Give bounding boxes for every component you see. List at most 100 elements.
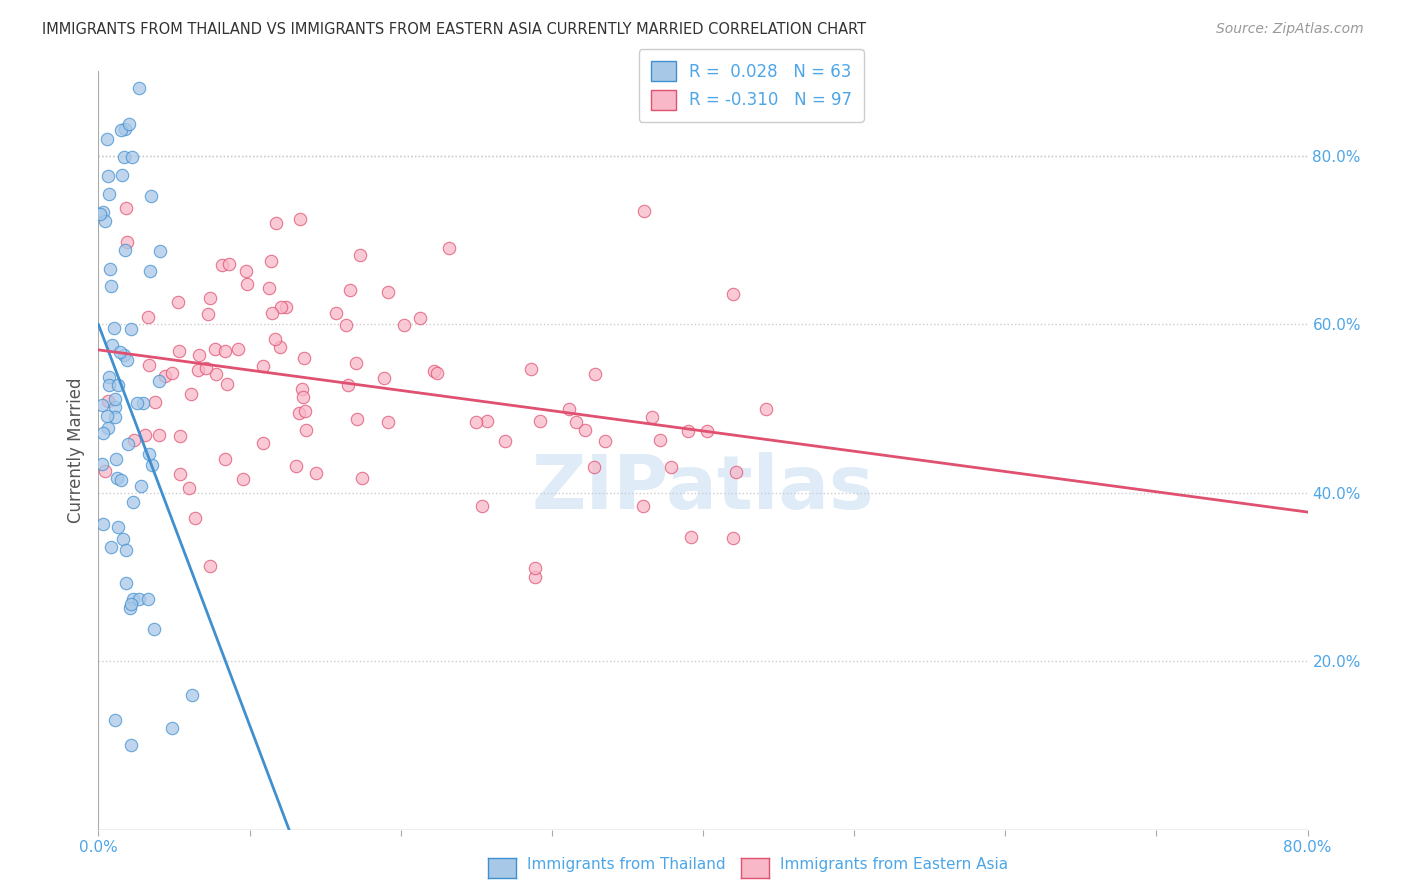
Point [755, 401, 778, 416]
Point [97, 421, 120, 435]
Point [681, 530, 703, 544]
Point [89, 206, 111, 220]
Point [325, 305, 347, 319]
Point [117, 235, 139, 249]
Point [187, 363, 209, 377]
Point [721, 287, 744, 301]
Point [631, 499, 654, 513]
Point [107, 378, 129, 392]
Point [104, 392, 127, 406]
Point [392, 318, 415, 332]
Point [269, 340, 291, 354]
Point [523, 570, 546, 584]
Point [128, 592, 150, 607]
Point [352, 471, 374, 485]
Point [118, 117, 141, 131]
Point [215, 376, 238, 391]
Point [94, 214, 117, 228]
Point [94, 464, 117, 478]
Point [284, 459, 307, 474]
Point [214, 344, 236, 359]
Point [529, 414, 551, 428]
Point [558, 402, 581, 417]
Point [346, 412, 368, 426]
Point [139, 263, 162, 277]
Point [91, 425, 114, 440]
Point [169, 429, 191, 443]
Point [661, 460, 683, 475]
Point [292, 390, 315, 404]
Text: Immigrants from Thailand: Immigrants from Thailand [527, 857, 725, 872]
Point [132, 396, 155, 410]
Point [204, 342, 226, 356]
Point [167, 294, 190, 309]
Point [305, 466, 328, 480]
Point [93, 517, 115, 532]
Point [100, 279, 122, 293]
Point [111, 532, 134, 546]
Point [104, 400, 127, 414]
Point [103, 320, 125, 334]
Point [112, 150, 135, 164]
Point [346, 356, 368, 370]
Point [120, 597, 142, 611]
Point [111, 168, 134, 182]
Point [373, 370, 395, 384]
Point [595, 434, 617, 448]
Point [520, 361, 543, 376]
Point [138, 447, 160, 461]
Point [138, 359, 160, 373]
Point [523, 561, 546, 575]
Point [97, 394, 120, 409]
Point [160, 722, 183, 736]
Point [97, 169, 120, 183]
Point [114, 122, 136, 136]
Point [252, 359, 274, 373]
Point [115, 353, 138, 368]
Point [197, 307, 219, 321]
Point [264, 332, 287, 346]
Y-axis label: Currently Married: Currently Married [66, 377, 84, 524]
Point [104, 409, 127, 424]
Point [260, 253, 283, 268]
Point [148, 374, 170, 388]
Point [288, 211, 311, 226]
Point [96, 409, 118, 423]
Point [100, 337, 122, 351]
Point [141, 458, 163, 473]
Point [696, 424, 718, 438]
Point [264, 216, 287, 230]
Point [142, 623, 165, 637]
Point [128, 81, 150, 95]
Text: ZIPatlas: ZIPatlas [531, 452, 875, 524]
Point [136, 592, 159, 607]
Point [105, 451, 128, 466]
Point [574, 423, 596, 437]
Point [122, 592, 145, 607]
Point [180, 387, 202, 401]
Point [121, 150, 143, 164]
Point [149, 244, 172, 258]
Point [184, 510, 207, 524]
Text: Immigrants from Eastern Asia: Immigrants from Eastern Asia [780, 857, 1008, 872]
Point [337, 378, 360, 392]
Point [377, 285, 399, 300]
Text: Source: ZipAtlas.com: Source: ZipAtlas.com [1216, 22, 1364, 37]
Point [295, 423, 318, 437]
Point [120, 739, 142, 753]
Point [114, 576, 136, 591]
Point [294, 404, 316, 418]
Point [120, 601, 142, 615]
Point [437, 241, 460, 255]
Point [98, 261, 121, 276]
Point [648, 433, 671, 447]
Point [349, 248, 371, 262]
Point [464, 415, 486, 429]
Point [179, 481, 201, 495]
Point [724, 466, 747, 480]
Point [475, 414, 498, 428]
Point [252, 435, 274, 450]
Point [339, 283, 361, 297]
Point [114, 542, 136, 557]
Point [335, 318, 357, 332]
